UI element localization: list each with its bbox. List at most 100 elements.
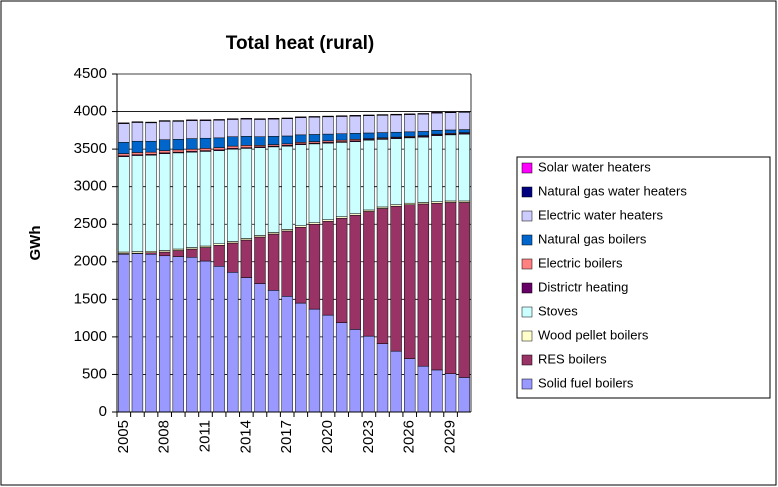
bar-segment [118, 156, 130, 253]
bar-segment [199, 120, 212, 139]
bar-segment [145, 254, 157, 413]
bar-segment [213, 119, 225, 139]
bar-segment [281, 135, 293, 145]
legend-swatch [521, 162, 533, 174]
bar-segment [308, 116, 321, 135]
bar-segment [172, 139, 184, 151]
bar-segment [186, 248, 198, 258]
bar-segment [458, 377, 470, 413]
bar-segment [254, 136, 266, 146]
bar-segment [335, 217, 348, 323]
bar-segment [172, 121, 184, 140]
y-tick-label: 1000 [74, 328, 107, 345]
bar-segment [254, 283, 266, 413]
bar-segment [390, 350, 402, 413]
bar-segment [213, 266, 225, 413]
bar-segment [444, 202, 457, 374]
y-tick-label: 500 [82, 365, 107, 382]
bar-segment [390, 205, 402, 352]
x-tick-label: 2005 [115, 420, 132, 453]
bar-segment [240, 118, 253, 137]
bar-segment [158, 150, 171, 154]
bar-segment [363, 139, 375, 211]
bar-segment [118, 142, 130, 154]
bar-segment [349, 214, 361, 330]
bar-segment [186, 148, 198, 152]
legend-label: Natural gas boilers [538, 231, 647, 246]
bar-segment [227, 119, 239, 137]
bar-segment [131, 253, 144, 413]
bar-segment [145, 154, 157, 252]
bar-segment [431, 130, 443, 135]
bar-segment [431, 135, 443, 202]
bar-segment [199, 260, 212, 413]
x-tick-label: 2029 [442, 420, 459, 453]
bar-segment [349, 133, 361, 140]
legend-label: Wood pellet boilers [538, 327, 649, 342]
bar-segment [444, 373, 457, 413]
bar-segment [199, 247, 212, 262]
y-tick-label: 3500 [74, 140, 107, 157]
bar-segment [335, 116, 348, 134]
bar-segment [240, 239, 253, 278]
x-tick-label: 2008 [156, 420, 173, 453]
bar-segment [349, 141, 361, 214]
bar-segment [404, 204, 416, 359]
bar-segment [349, 329, 361, 413]
bar-segment [158, 251, 171, 257]
bar-segment [363, 211, 375, 337]
bar-segment [363, 132, 375, 139]
legend-label: RES boilers [538, 351, 607, 366]
bar-segment [308, 134, 321, 142]
bar-segment [267, 136, 280, 145]
bar-segment [281, 296, 293, 413]
legend-swatch [521, 354, 533, 366]
bar-segment [227, 272, 239, 413]
bar-segment [145, 151, 157, 155]
bar-segment [213, 147, 225, 151]
bar-segment [431, 202, 443, 371]
bar-segment [322, 220, 334, 316]
bar-segment [376, 343, 389, 413]
bar-segment [404, 358, 416, 413]
bar-segment [376, 132, 389, 139]
y-tick-label: 4000 [74, 103, 107, 120]
bar-segment [295, 302, 307, 413]
bar-segment [281, 230, 293, 297]
x-tick-label: 2026 [401, 420, 418, 453]
bar-segment [172, 149, 184, 153]
x-tick-label: 2020 [319, 420, 336, 453]
bar-segment [254, 119, 266, 137]
bar-segment [227, 145, 239, 149]
bar-segment [458, 133, 470, 202]
bar-segment [322, 133, 334, 142]
bar-segment [458, 202, 470, 378]
y-tick-label: 2500 [74, 215, 107, 232]
bar-segment [131, 155, 144, 252]
bar-segment [158, 255, 171, 413]
bar-segment [118, 153, 130, 157]
bar-segment [240, 145, 253, 148]
legend-swatch [521, 378, 533, 390]
bar-segment [335, 322, 348, 413]
bar-segment [267, 233, 280, 291]
x-tick-label: 2014 [237, 420, 254, 453]
bar-segment [240, 277, 253, 413]
bar-segment [295, 134, 307, 143]
bar-segment [295, 144, 307, 226]
bar-segment [376, 115, 389, 133]
bar-segment [158, 139, 171, 151]
bar-segment [404, 114, 416, 133]
bar-segment [363, 115, 375, 134]
bar-segment [444, 129, 457, 134]
bar-segment [267, 146, 280, 233]
bar-segment [172, 256, 184, 413]
bar-segment [118, 254, 130, 413]
bar-segment [404, 137, 416, 204]
bar-segment [186, 257, 198, 413]
bar-segment [240, 136, 253, 146]
bar-segment [281, 145, 293, 230]
bar-segment [213, 137, 225, 148]
bar-segment [308, 308, 321, 413]
